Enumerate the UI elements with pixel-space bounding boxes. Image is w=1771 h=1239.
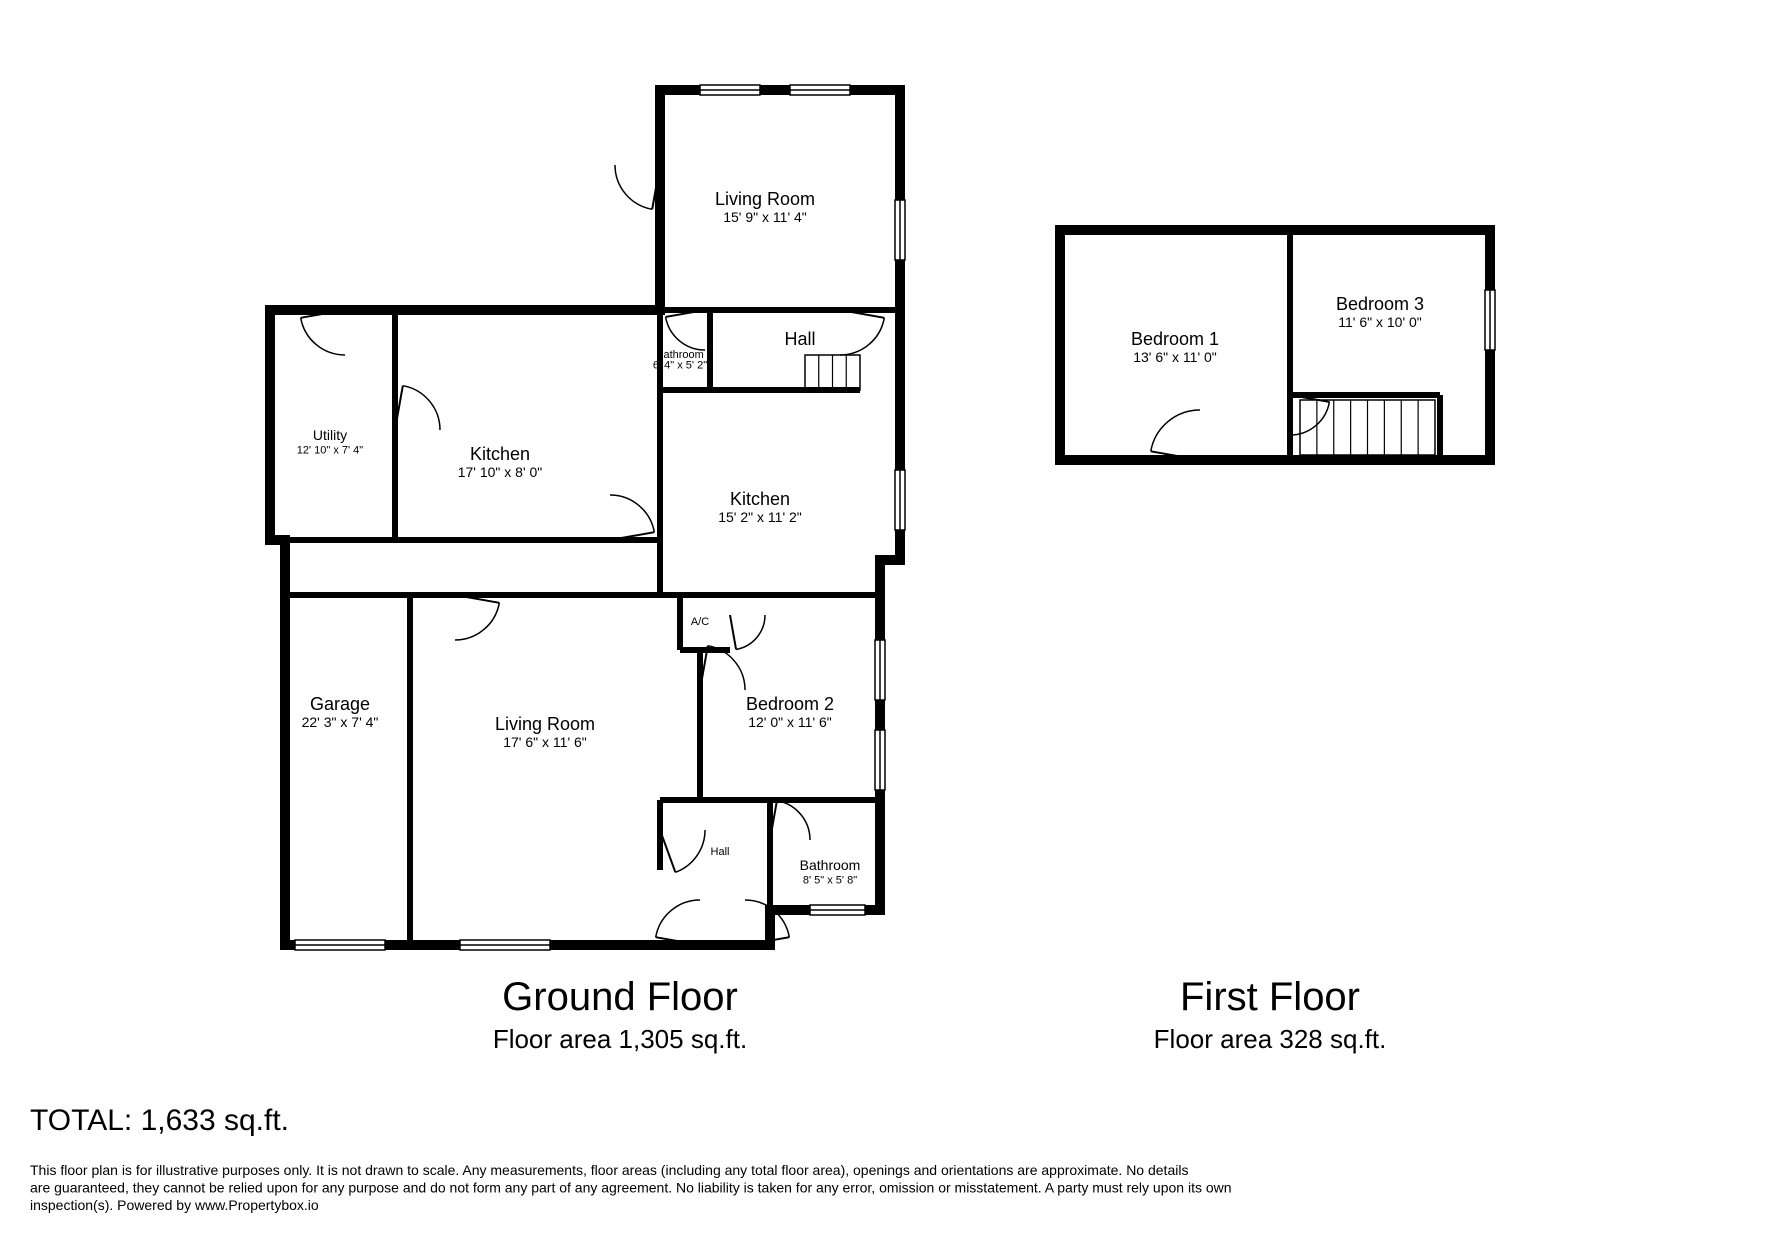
ground-floor-title: Ground Floor bbox=[502, 975, 738, 1019]
window-6 bbox=[810, 905, 865, 915]
first-floor-subtitle: Floor area 328 sq.ft. bbox=[1154, 1024, 1387, 1054]
total-area: TOTAL: 1,633 sq.ft. bbox=[30, 1104, 289, 1137]
room-dim-13: 11' 6" x 10' 0" bbox=[1338, 314, 1422, 330]
window-8 bbox=[460, 940, 550, 950]
room-dim-3: 12' 10" x 7' 4" bbox=[297, 444, 364, 456]
room-dim-0: 15' 9" x 11' 4" bbox=[723, 209, 807, 225]
room-name-6: A/C bbox=[691, 616, 709, 628]
room-name-7: Garage bbox=[310, 694, 370, 714]
room-name-9: Bedroom 2 bbox=[746, 694, 834, 714]
ground-floor-subtitle: Floor area 1,305 sq.ft. bbox=[493, 1024, 747, 1054]
room-dim-12: 13' 6" x 11' 0" bbox=[1133, 349, 1217, 365]
window-4 bbox=[875, 640, 885, 700]
window-9 bbox=[1485, 290, 1495, 350]
window-1 bbox=[790, 85, 850, 95]
room-name-11: Bathroom bbox=[800, 857, 861, 873]
room-dim-4: 17' 10" x 8' 0" bbox=[458, 464, 543, 480]
window-7 bbox=[295, 940, 385, 950]
room-dim-11: 8' 5" x 5' 8" bbox=[803, 874, 857, 886]
window-3 bbox=[895, 470, 905, 530]
first-floor-title: First Floor bbox=[1180, 975, 1360, 1019]
canvas-bg bbox=[0, 0, 1771, 1239]
room-dim-7: 22' 3" x 7' 4" bbox=[302, 714, 379, 730]
room-dim-9: 12' 0" x 11' 6" bbox=[748, 714, 832, 730]
room-name-10: Hall bbox=[711, 846, 730, 858]
room-name-4: Kitchen bbox=[470, 444, 530, 464]
room-dim-5: 15' 2" x 11' 2" bbox=[718, 509, 802, 525]
room-name-8: Living Room bbox=[495, 714, 595, 734]
room-name-5: Kitchen bbox=[730, 489, 790, 509]
room-dim-8: 17' 6" x 11' 6" bbox=[503, 734, 587, 750]
room-name-12: Bedroom 1 bbox=[1131, 329, 1219, 349]
window-2 bbox=[895, 200, 905, 260]
room-name-1: Hall bbox=[784, 329, 815, 349]
window-5 bbox=[875, 730, 885, 790]
room-name-0: Living Room bbox=[715, 189, 815, 209]
room-name-3: Utility bbox=[313, 427, 347, 443]
room-dim-2: 6' 4" x 5' 2" bbox=[653, 359, 707, 371]
room-name-13: Bedroom 3 bbox=[1336, 294, 1424, 314]
window-0 bbox=[700, 85, 760, 95]
